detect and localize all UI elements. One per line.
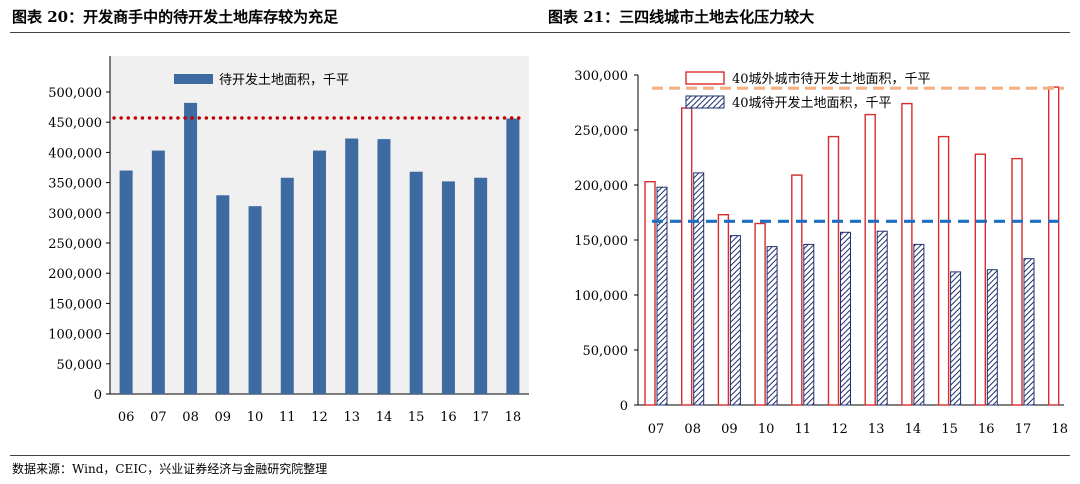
x-tick-label: 16 — [978, 422, 995, 437]
y-tick-label: 50,000 — [57, 358, 103, 373]
x-tick-label: 10 — [758, 422, 775, 437]
y-tick-label: 350,000 — [48, 177, 102, 192]
bar — [474, 177, 488, 394]
right-chart: 0 50,000 100,000 150,000 200,000 250,000 300,0… — [574, 69, 1068, 437]
x-tick-label: 17 — [472, 410, 489, 425]
bar-outer-cities — [1047, 86, 1060, 406]
bar — [506, 118, 520, 395]
y-tick-label: 0 — [620, 399, 628, 414]
y-tick-label: 100,000 — [574, 289, 628, 304]
y-tick-label: 450,000 — [48, 116, 102, 131]
bar-40-cities — [876, 230, 888, 406]
left-chart: 0 50,000 100,000 150,000 200,000 250,000 300,0… — [48, 56, 529, 425]
bar-outer-cities — [937, 135, 950, 406]
x-tick-label: 09 — [215, 410, 232, 425]
y-tick-label: 150,000 — [48, 297, 102, 312]
x-tick-label: 07 — [648, 422, 665, 437]
y-tick-label: 250,000 — [574, 124, 628, 139]
bar-outer-cities — [901, 102, 913, 406]
legend-swatch — [174, 74, 213, 84]
bar-outer-cities — [791, 174, 803, 406]
bar — [184, 102, 198, 394]
bar — [377, 139, 391, 394]
x-tick-label: 14 — [905, 422, 922, 437]
bar — [313, 150, 326, 394]
x-tick-label: 07 — [150, 410, 167, 425]
bar — [345, 138, 359, 394]
x-tick-label: 12 — [831, 422, 848, 437]
y-tick-label: 200,000 — [48, 267, 102, 282]
legend-swatch-inner — [685, 95, 725, 109]
x-tick-label: 08 — [684, 422, 701, 437]
x-tick-label: 18 — [1051, 422, 1068, 437]
x-tick-label: 09 — [721, 422, 738, 437]
x-tick-label: 18 — [505, 410, 522, 425]
bar-outer-cities — [717, 213, 730, 406]
y-tick-label: 150,000 — [574, 234, 628, 249]
left-chart-title: 图表 20：开发商手中的待开发土地库存较为充足 — [12, 8, 339, 26]
bar — [119, 170, 133, 394]
bar — [280, 177, 294, 394]
bar — [409, 171, 423, 394]
bar-40-cities — [766, 246, 778, 406]
bar-40-cities — [913, 243, 925, 406]
bar — [216, 195, 230, 394]
y-tick-label: 200,000 — [574, 179, 628, 194]
y-tick-label: 0 — [94, 388, 102, 403]
x-tick-label: 13 — [868, 422, 885, 437]
y-tick-label: 100,000 — [48, 328, 102, 343]
y-tick-label: 250,000 — [48, 237, 102, 252]
bar — [151, 150, 165, 394]
x-tick-label: 14 — [376, 410, 393, 425]
bar-outer-cities — [754, 222, 766, 406]
legend-label-inner: 40城待开发土地面积，千平 — [732, 95, 892, 111]
x-tick-label: 13 — [343, 410, 360, 425]
y-tick-label: 300,000 — [48, 207, 102, 222]
bar-outer-cities — [1011, 157, 1023, 406]
y-tick-label: 500,000 — [48, 86, 102, 101]
bar-outer-cities — [864, 113, 876, 406]
bar-40-cities — [1023, 258, 1035, 406]
data-source-note: 数据来源：Wind，CEIC，兴业证券经济与金融研究院整理 — [12, 462, 328, 476]
bottom-rule — [10, 455, 1070, 456]
legend-label: 待开发土地面积，千平 — [219, 72, 349, 88]
x-tick-label: 11 — [279, 410, 296, 425]
x-tick-label: 15 — [941, 422, 958, 437]
bar-40-cities — [729, 235, 741, 406]
bar — [441, 181, 455, 394]
bar-40-cities — [950, 271, 962, 406]
right-chart-title: 图表 21：三四线城市土地去化压力较大 — [548, 8, 815, 26]
bar-40-cities — [986, 269, 998, 406]
x-tick-label: 16 — [440, 410, 457, 425]
bar-outer-cities — [974, 153, 986, 406]
bar-outer-cities — [644, 180, 656, 406]
bar-outer-cities — [827, 135, 840, 406]
y-tick-label: 300,000 — [574, 69, 628, 84]
bar — [248, 206, 262, 394]
bar-40-cities — [656, 186, 668, 406]
y-tick-label: 50,000 — [583, 344, 629, 359]
x-tick-label: 11 — [795, 422, 812, 437]
top-rule — [10, 32, 1070, 33]
x-tick-label: 10 — [247, 410, 264, 425]
bar-outer-cities — [681, 107, 693, 406]
x-tick-label: 06 — [118, 410, 135, 425]
bar-40-cities — [693, 172, 705, 406]
bar-40-cities — [803, 243, 815, 406]
legend-label-outer: 40城外城市待开发土地面积，千平 — [732, 71, 931, 87]
x-tick-label: 08 — [182, 410, 199, 425]
x-tick-label: 17 — [1015, 422, 1032, 437]
x-tick-label: 15 — [408, 410, 425, 425]
legend-swatch-outer — [685, 71, 725, 85]
x-tick-label: 12 — [311, 410, 328, 425]
bar-40-cities — [840, 231, 851, 406]
y-tick-label: 400,000 — [48, 146, 102, 161]
